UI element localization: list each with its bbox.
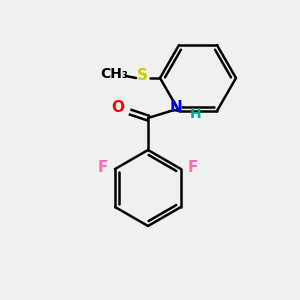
Text: F: F (188, 160, 198, 175)
Text: CH₃: CH₃ (100, 67, 128, 81)
Text: F: F (98, 160, 108, 175)
Text: N: N (169, 100, 182, 115)
Text: O: O (112, 100, 124, 115)
Text: H: H (190, 107, 202, 121)
Text: S: S (136, 68, 148, 83)
